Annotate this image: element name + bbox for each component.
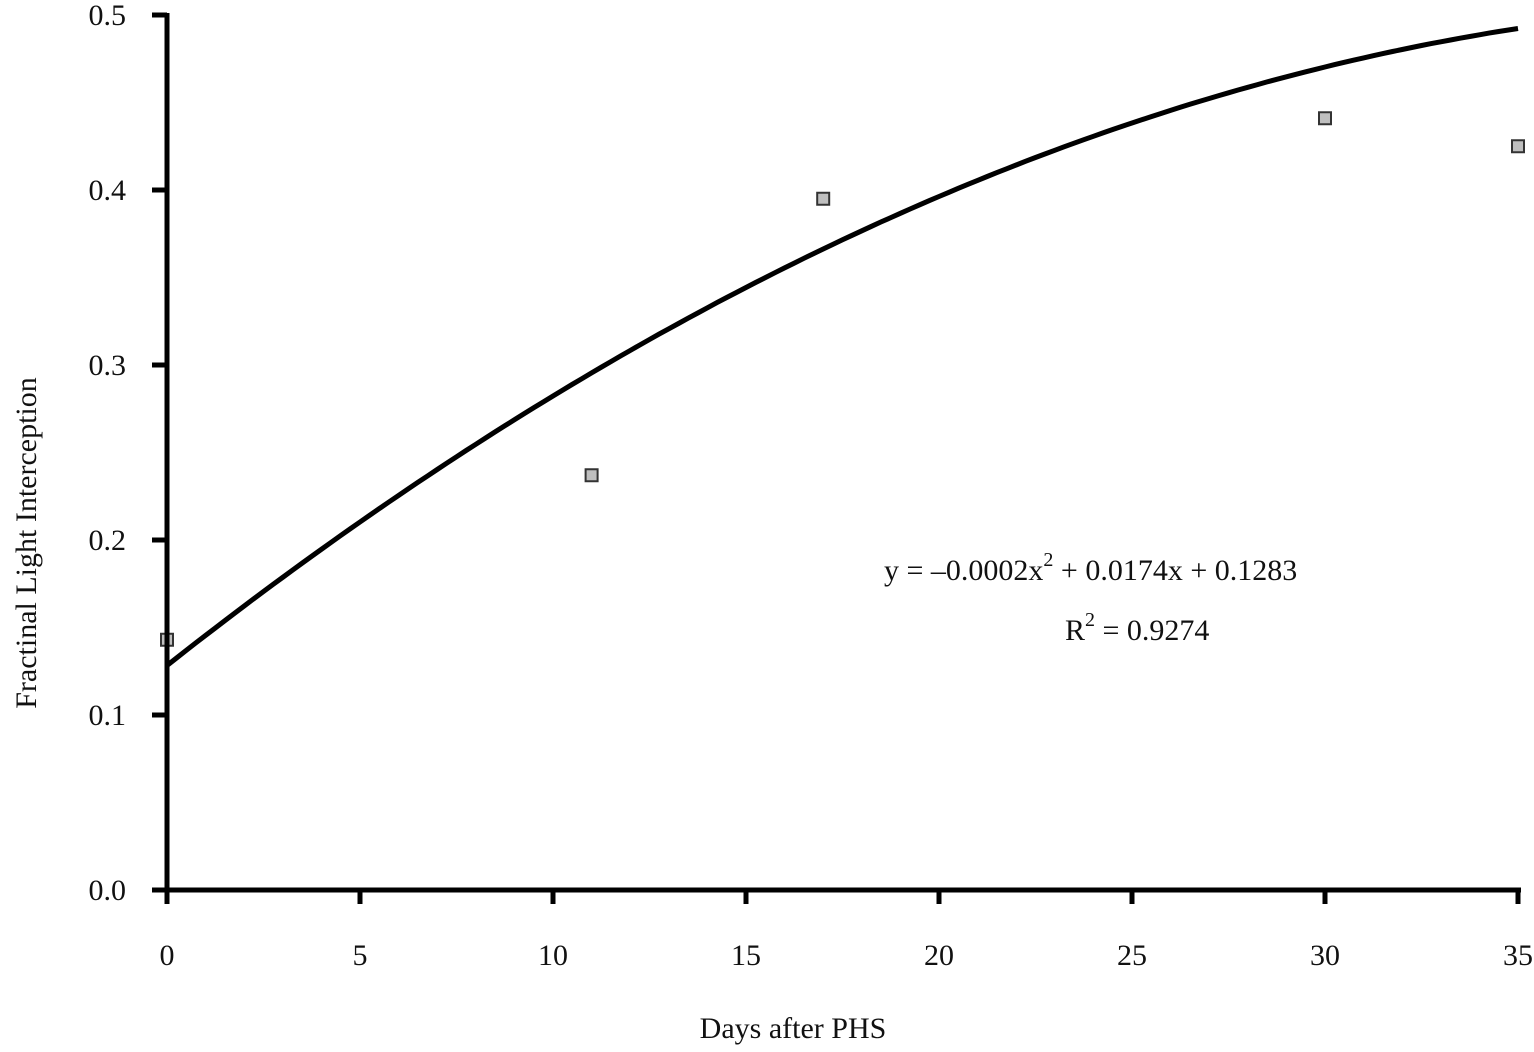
y-tick-label: 0.0 — [89, 874, 127, 907]
x-tick-label: 5 — [353, 939, 368, 972]
x-tick-label: 35 — [1503, 939, 1533, 972]
x-tick-label: 30 — [1310, 939, 1340, 972]
trendline-path — [165, 26, 1519, 668]
x-tick-label: 10 — [538, 939, 568, 972]
trendline — [165, 26, 1519, 668]
y-tick-label: 0.1 — [89, 699, 127, 732]
x-tick-label: 25 — [1117, 939, 1147, 972]
r-squared: R2 = 0.9274 — [1065, 609, 1209, 647]
y-tick-label: 0.5 — [89, 0, 127, 32]
y-tick-label: 0.4 — [89, 174, 127, 207]
y-axis-title: Fractinal Light Interception — [10, 377, 43, 709]
trend-equation: y = –0.0002x2 + 0.0174x + 0.1283 — [884, 549, 1297, 587]
y-ticks: 0.0 0.1 0.2 0.3 0.4 0.5 — [89, 0, 167, 907]
x-tick-label: 15 — [731, 939, 761, 972]
data-points — [160, 111, 1525, 647]
data-point — [816, 191, 831, 206]
x-axis-title: Days after PHS — [700, 1012, 887, 1045]
y-tick-label: 0.3 — [89, 349, 127, 382]
data-point — [584, 468, 599, 483]
x-tick-label: 0 — [160, 939, 175, 972]
x-ticks: 0 5 10 15 20 25 30 35 — [160, 890, 1533, 972]
axes — [152, 13, 1521, 893]
y-tick-label: 0.2 — [89, 524, 127, 557]
data-point — [1511, 139, 1525, 154]
data-point — [1318, 111, 1332, 126]
x-tick-label: 20 — [924, 939, 954, 972]
